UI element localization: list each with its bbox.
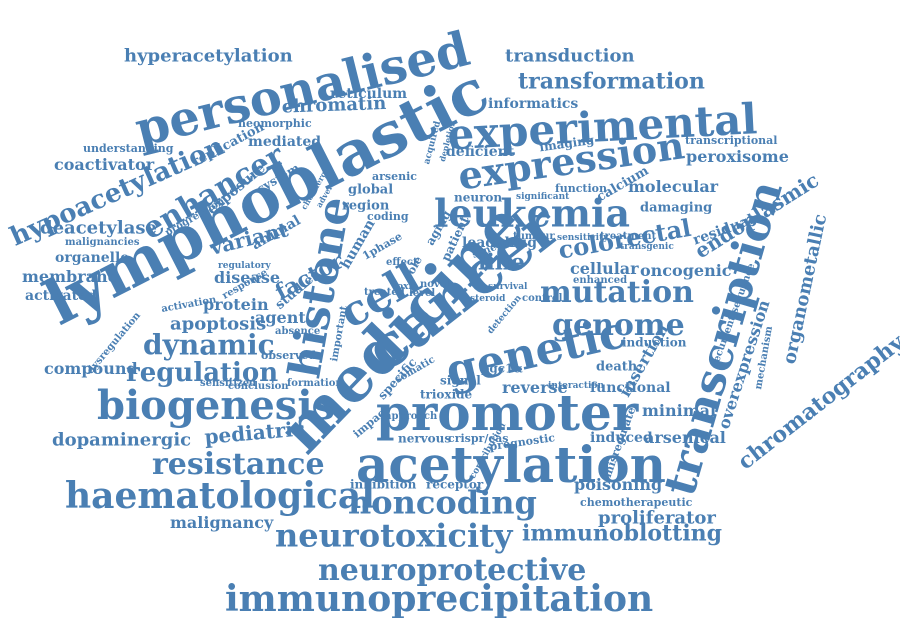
word-proliferator: proliferator [598,507,716,529]
word-line: line [478,249,525,276]
word-neuron: neuron [454,190,503,205]
word-peroxisome: peroxisome [686,147,789,167]
word-coactivator: coactivator [54,155,155,175]
word-formation: formation [287,378,343,389]
word-dynamic: dynamic [143,328,275,362]
word-disease: disease [214,268,281,288]
word-regulatory: regulatory [218,260,271,271]
word-deficient: deficient [446,143,515,160]
word-organometallic: organometallic [778,212,832,366]
word-effect: effect [386,257,418,268]
word-damaging: damaging [640,200,713,216]
word-induced: induced [590,429,653,446]
word-malignancies: malignancies [65,237,140,248]
word-toxic: toxic [393,281,418,292]
word-function: function [555,182,608,196]
word-pgc1: pgc1α [481,361,523,376]
word-control: control [522,293,563,304]
word-transcriptional: transcriptional [685,134,778,148]
word-interaction: interaction [548,380,605,391]
word-mutation: mutation [540,275,694,310]
word-death: death [596,359,638,375]
word-level: level [409,288,436,299]
word-survival: survival [488,281,528,292]
word-biogenesis: biogenesis [97,382,336,429]
word-neomorphic: neomorphic [238,117,312,131]
word-mediated: mediated [248,133,322,150]
word-trioxide: trioxide [420,387,473,402]
word-agent: agent [255,308,306,328]
word-cellular: cellular [570,259,639,279]
word-arsenic: arsenic [372,170,417,184]
word-steroid: steroid [470,293,506,304]
word-inhibition: inhibition [350,477,417,492]
word-conclusion: conclusion [228,381,289,392]
word-understanding: understanding [83,142,174,156]
word-sensitivity: sensitivity [557,232,609,243]
word-dopaminergic: dopaminergic [52,429,192,451]
word-organelle: organelle [55,249,130,266]
word-neurotoxicity: neurotoxicity [275,516,513,555]
word-activated: activated [25,287,97,304]
word-receptor: receptor [426,477,484,492]
word-coding: coding [367,210,409,224]
word-oncogenic: oncogenic [640,261,732,281]
word-molecular: molecular [628,177,719,197]
word-hyperacetylation: hyperacetylation [124,45,293,67]
word-neuroprotective: neuroprotective [318,553,587,588]
word-tumour: tumour [513,231,555,242]
word-transduction: transduction [505,45,635,67]
word-transformation: transformation [518,68,705,95]
word-leukemia: leukemia [434,190,631,236]
word-treatment: treatment [600,231,657,242]
word-protein: protein [203,295,269,315]
word-promoter: promoter [376,383,639,442]
word-reverse: reverse [502,378,568,398]
word-transgenic: transgenic [620,241,674,252]
word-immunoprecipitation: immunoprecipitation [225,578,654,618]
word-haematological: haematological [65,475,375,518]
word-observed: observed [261,349,317,363]
word-noncoding: noncoding [348,483,537,522]
word-significant: significant [516,191,570,202]
word-functional: functional [590,379,671,396]
word-immunoblotting: immunoblotting [522,520,723,547]
word-acetylation: acetylation [356,435,666,494]
word-treated: treated [364,287,405,298]
word-poisoning: poisoning [574,475,663,495]
word-reticulum: reticulum [330,85,408,102]
word-compound: compound [44,359,138,379]
word-lead-drug: lead drug [462,234,538,251]
word-deacetylase: deacetylase [40,217,157,239]
word-resistance: resistance [152,447,325,482]
word-genome: genome [552,308,685,343]
word-global: global [348,182,394,198]
word-informatics: informatics [488,95,579,112]
word-crispr-cas: crispr/cas [448,432,509,446]
word-chemotherapeutic: chemotherapeutic [580,496,693,510]
word-apoptosis: apoptosis [170,313,267,335]
word-sensitized: sensitized [200,378,257,389]
word-arsenical: arsenical [644,428,726,448]
word-regulation: regulation [126,358,279,389]
word-enhanced: enhanced [573,275,628,286]
word-nervous: nervous [398,431,452,446]
word-malignancy: malignancy [170,513,274,533]
word-induction: induction [622,335,687,350]
word-region: region [342,198,390,214]
word-minimal: minimal [642,401,717,421]
word-novel: novel [420,279,450,290]
word-absence: absence [275,326,321,337]
word-signal: signal [440,373,481,388]
word-membrane: membrane [22,267,118,287]
word-approach: approach [385,411,438,422]
